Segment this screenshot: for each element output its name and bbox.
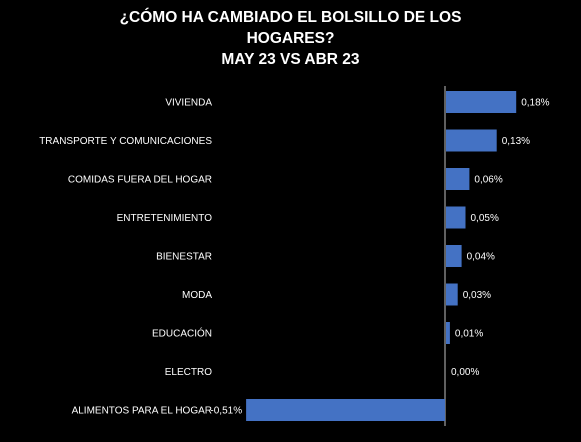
title-line-1: ¿CÓMO HA CAMBIADO EL BOLSILLO DE LOS — [119, 9, 462, 26]
value-label-5: 0,03% — [463, 290, 491, 301]
value-label-7: 0,00% — [451, 367, 479, 378]
title-line-3: MAY 23 VS ABR 23 — [221, 51, 360, 68]
value-label-6: 0,01% — [455, 329, 483, 340]
value-label-4: 0,04% — [467, 252, 495, 263]
category-label-2: COMIDAS FUERA DEL HOGAR — [68, 175, 212, 186]
category-label-5: MODA — [182, 290, 212, 301]
category-label-6: EDUCACIÓN — [152, 327, 212, 340]
category-label-4: BIENESTAR — [156, 252, 212, 263]
bar-3 — [446, 206, 466, 229]
category-label-7: ELECTRO — [165, 367, 212, 378]
category-label-1: TRANSPORTE Y COMUNICACIONES — [39, 136, 212, 147]
category-label-8: ALIMENTOS PARA EL HOGAR — [72, 406, 212, 417]
value-label-2: 0,06% — [474, 175, 502, 186]
bar-1 — [446, 129, 497, 152]
title-line-2: HOGARES? — [246, 30, 335, 47]
bar-4 — [446, 245, 462, 267]
bar-5 — [446, 283, 458, 306]
bar-6 — [446, 322, 450, 344]
value-label-3: 0,05% — [471, 213, 499, 224]
value-label-8: -0,51% — [210, 406, 242, 417]
value-label-0: 0,18% — [521, 98, 549, 109]
bar-8 — [246, 399, 445, 421]
value-label-1: 0,13% — [502, 136, 530, 147]
bar-0 — [446, 91, 517, 113]
category-label-0: VIVIENDA — [165, 98, 212, 109]
category-label-3: ENTRETENIMIENTO — [117, 213, 213, 224]
bar-2 — [446, 168, 470, 190]
